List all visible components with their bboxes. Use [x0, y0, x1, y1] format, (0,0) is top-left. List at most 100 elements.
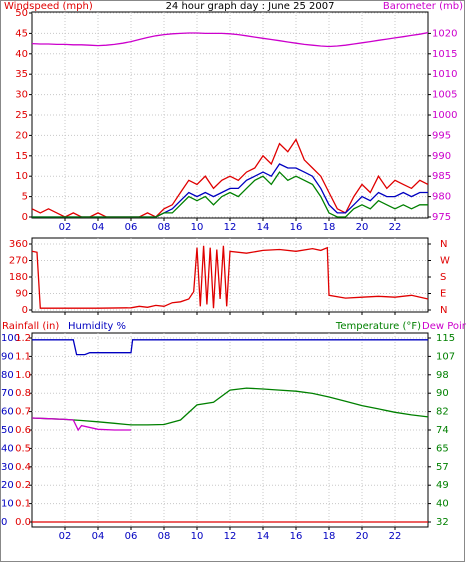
y2-tick-label: 1000 [432, 110, 457, 121]
y-tick-label: 80 [1, 370, 14, 381]
y2-tick-label: 1010 [432, 69, 457, 80]
x-tick-label: 20 [356, 531, 369, 542]
y2-tick-label: 1015 [432, 49, 457, 60]
y-tick-label: 45 [15, 28, 28, 39]
y-tick-label: 50 [15, 8, 28, 19]
series-line [31, 245, 429, 309]
x-tick-label: 18 [323, 222, 336, 233]
series-line [31, 417, 131, 432]
series-line [31, 138, 429, 218]
y3-tick-label: 1.0 [15, 370, 31, 381]
x-tick-label: 16 [290, 531, 303, 542]
y-tick-label: 40 [15, 49, 28, 60]
x-tick-label: 22 [389, 222, 402, 233]
y2-tick-label: N [440, 239, 447, 250]
y-tick-label: 20 [15, 130, 28, 141]
y3-tick-label: 0.2 [15, 480, 31, 491]
x-tick-label: 06 [125, 222, 138, 233]
y-tick-label: 15 [15, 151, 28, 162]
x-tick-label: 10 [191, 222, 204, 233]
legend-label: Humidity % [68, 321, 126, 332]
y2-tick-label: 49 [436, 480, 449, 491]
x-tick-label: 02 [59, 531, 72, 542]
chart-title: 24 hour graph day : June 25 2007 [166, 1, 335, 12]
y3-tick-label: 0.6 [15, 425, 31, 436]
y2-tick-label: E [440, 289, 446, 300]
y2-tick-label: 1005 [432, 90, 457, 101]
y-tick-label: 50 [1, 425, 14, 436]
x-tick-label: 08 [158, 222, 171, 233]
y2-tick-label: 65 [436, 443, 449, 454]
y2-tick-label: S [440, 272, 446, 283]
x-tick-label: 04 [92, 222, 105, 233]
y2-tick-label: 57 [436, 462, 449, 473]
x-tick-label: 04 [92, 531, 105, 542]
y3-tick-label: 0.8 [15, 388, 31, 399]
y-tick-label: 30 [15, 90, 28, 101]
y2-tick-label: 990 [432, 151, 451, 162]
series-line [31, 31, 429, 48]
x-tick-label: 12 [224, 531, 237, 542]
y3-tick-label: 0.1 [15, 499, 31, 510]
series-line [32, 339, 428, 356]
x-tick-label: 02 [59, 222, 72, 233]
x-tick-label: 14 [257, 222, 270, 233]
series-line [32, 171, 428, 218]
y-tick-label: 20 [1, 480, 14, 491]
y-tick-label: 0 [22, 305, 28, 316]
y2-tick-label: 975 [432, 212, 451, 223]
x-tick-label: 12 [224, 222, 237, 233]
y2-tick-label: 98 [436, 370, 449, 381]
y-tick-label: 35 [15, 69, 28, 80]
x-tick-label: 10 [191, 531, 204, 542]
y-tick-label: 0 [1, 517, 7, 528]
y2-tick-label: 107 [436, 351, 455, 362]
y-tick-label: 70 [1, 388, 14, 399]
legend-label: Dew Point [422, 321, 466, 332]
y2-tick-label: W [440, 256, 450, 267]
y-tick-label: 10 [15, 171, 28, 182]
y2-tick-label: 82 [436, 407, 449, 418]
legend-label: Temperature (°F) [335, 321, 421, 332]
x-tick-label: 08 [158, 531, 171, 542]
y2-tick-label: 32 [436, 517, 449, 528]
y-tick-label: 60 [1, 407, 14, 418]
x-tick-label: 16 [290, 222, 303, 233]
y-tick-label: 180 [9, 272, 28, 283]
y-tick-label: 90 [1, 351, 14, 362]
y-tick-label: 10 [1, 499, 14, 510]
y2-tick-label: 1020 [432, 28, 457, 39]
x-tick-label: 18 [323, 531, 336, 542]
y3-tick-label: 0.5 [15, 443, 31, 454]
y2-tick-label: 995 [432, 130, 451, 141]
y2-tick-label: 985 [432, 171, 451, 182]
y3-tick-label: 1.1 [15, 351, 31, 362]
y2-tick-label: 40 [436, 499, 449, 510]
y3-tick-label: 0.0 [15, 517, 31, 528]
y-tick-label: 30 [1, 462, 14, 473]
x-tick-label: 06 [125, 531, 138, 542]
y-tick-label: 5 [22, 192, 28, 203]
y2-axis-label: Barometer (mb) [383, 1, 463, 12]
legend-label: Rainfall (in) [2, 321, 59, 332]
x-tick-label: 20 [356, 222, 369, 233]
y-axis-label: Windspeed (mph) [4, 1, 93, 12]
x-tick-label: 22 [389, 531, 402, 542]
y3-tick-label: 1.2 [15, 333, 31, 344]
y2-tick-label: 74 [436, 425, 449, 436]
y-tick-label: 100 [1, 333, 20, 344]
y2-tick-label: 115 [436, 333, 455, 344]
y2-tick-label: 980 [432, 192, 451, 203]
y-tick-label: 40 [1, 443, 14, 454]
y-tick-label: 270 [9, 256, 28, 267]
x-tick-label: 14 [257, 531, 270, 542]
y3-tick-label: 0.4 [15, 462, 31, 473]
y3-tick-label: 0.7 [15, 407, 31, 418]
series-line [31, 387, 429, 426]
y2-tick-label: 90 [436, 388, 449, 399]
y-tick-label: 360 [9, 239, 28, 250]
y-tick-label: 90 [15, 289, 28, 300]
y-tick-label: 25 [15, 110, 28, 121]
